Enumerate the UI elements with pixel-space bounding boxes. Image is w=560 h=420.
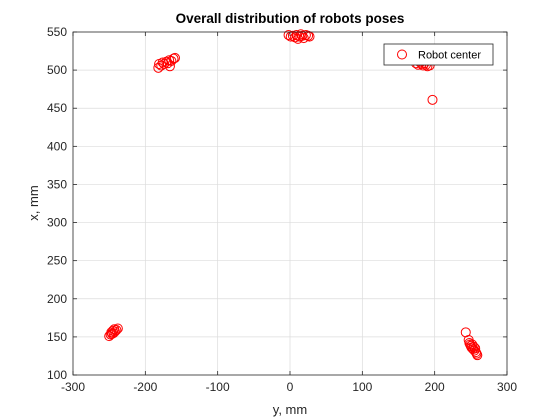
data-point — [427, 94, 438, 105]
legend-marker — [397, 49, 407, 60]
y-tick-label: 250 — [47, 254, 67, 268]
chart-title: Overall distribution of robots poses — [176, 11, 405, 26]
data-point — [471, 348, 482, 359]
data-point — [109, 326, 120, 337]
legend-entry-robot-center: Robot center — [418, 50, 481, 62]
x-tick-labels: -300 -200 -100 0 100 200 300 — [61, 380, 517, 394]
y-axis-label: x, mm — [26, 185, 41, 220]
data-point — [166, 55, 177, 66]
data-point — [297, 30, 308, 41]
data-point — [472, 350, 483, 361]
x-axis-label: y, mm — [273, 402, 307, 417]
x-tick-label: 300 — [497, 380, 517, 394]
y-tick-label: 350 — [47, 177, 67, 191]
grid — [73, 32, 507, 375]
y-tick-label: 550 — [47, 25, 67, 39]
data-point — [468, 341, 479, 352]
data-point — [303, 30, 314, 41]
y-tick-label: 300 — [47, 216, 67, 230]
data-point — [470, 343, 481, 354]
data-points — [104, 29, 483, 361]
x-tick-label: -300 — [61, 380, 85, 394]
x-tick-label: 0 — [287, 380, 294, 394]
data-point — [168, 53, 179, 64]
data-point — [283, 30, 294, 41]
legend: Robot center — [383, 43, 494, 66]
x-tick-label: 200 — [425, 380, 445, 394]
x-tick-label: -100 — [206, 380, 230, 394]
y-tick-label: 500 — [47, 63, 67, 77]
legend-box — [383, 43, 494, 66]
y-tick-labels: 100 150 200 250 300 350 400 450 500 550 — [47, 25, 67, 382]
y-tick-label: 150 — [47, 330, 67, 344]
data-point — [111, 325, 122, 336]
y-tick-label: 400 — [47, 139, 67, 153]
data-point — [112, 323, 123, 334]
axis-ticks — [72, 31, 508, 376]
data-point — [169, 52, 180, 63]
y-tick-label: 450 — [47, 101, 67, 115]
x-tick-label: -200 — [133, 380, 157, 394]
y-tick-label: 200 — [47, 292, 67, 306]
y-tick-label: 100 — [47, 368, 67, 382]
x-tick-label: 100 — [352, 380, 372, 394]
data-point — [159, 59, 170, 70]
